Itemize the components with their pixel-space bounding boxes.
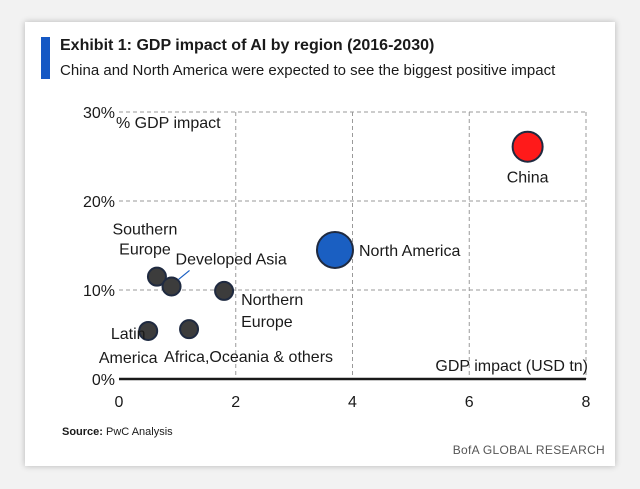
exhibit-card: Exhibit 1: GDP impact of AI by region (2… <box>25 22 615 466</box>
x-tick-label: 4 <box>348 394 357 411</box>
data-label: Southern <box>112 222 177 239</box>
data-point <box>511 130 544 163</box>
data-label: America <box>99 350 158 367</box>
accent-bar <box>41 37 50 79</box>
data-point <box>214 280 235 301</box>
grid-layer <box>119 111 587 379</box>
data-label: Europe <box>241 314 293 331</box>
exhibit-subtitle: China and North America were expected to… <box>60 62 556 79</box>
source-note: Source: PwC Analysis <box>62 426 173 438</box>
label-layer: China North America Southern Europe Develope… <box>99 170 549 367</box>
data-label: Africa,Oceania & others <box>164 349 333 366</box>
x-tick-label: 0 <box>115 394 124 411</box>
x-tick-label: 2 <box>231 394 240 411</box>
y-axis-title: % GDP impact <box>116 115 221 132</box>
y-tick-label: 30% <box>83 105 115 122</box>
source-label: Source: <box>62 426 103 438</box>
data-point <box>161 276 182 297</box>
data-label: China <box>507 170 549 187</box>
x-tick-label: 6 <box>465 394 474 411</box>
data-point <box>315 230 354 269</box>
point-layer <box>138 130 544 341</box>
data-label: North America <box>359 243 460 260</box>
axis-layer: 0 2 4 6 8 0% 10% 20% 30%% GDP impact GDP impact (… <box>83 105 591 411</box>
data-label: Latin <box>111 326 146 343</box>
data-label: Developed Asia <box>176 251 287 268</box>
x-tick-label: 8 <box>582 394 591 411</box>
y-tick-label: 10% <box>83 283 115 300</box>
label-leader-line <box>178 269 190 280</box>
scatter-chart: 0 2 4 6 8 0% 10% 20% 30%% GDP impact GDP impact (… <box>83 105 591 411</box>
source-text: PwC Analysis <box>106 426 173 438</box>
data-label: Northern <box>241 292 303 309</box>
x-axis-title: GDP impact (USD tn) <box>435 358 588 375</box>
data-point <box>138 320 159 341</box>
y-tick-label: 0% <box>92 372 115 389</box>
data-point <box>146 266 167 287</box>
data-label: Europe <box>119 242 171 259</box>
brand-mark: BofA GLOBAL RESEARCH <box>452 443 605 457</box>
data-point <box>179 319 200 340</box>
exhibit-title: Exhibit 1: GDP impact of AI by region (2… <box>60 37 435 54</box>
y-tick-label: 20% <box>83 194 115 211</box>
